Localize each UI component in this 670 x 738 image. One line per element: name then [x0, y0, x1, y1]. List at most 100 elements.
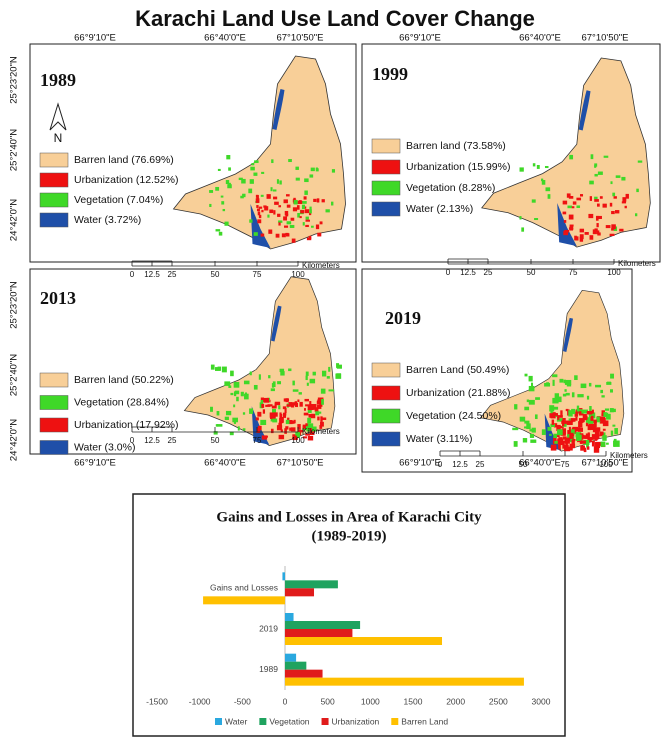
vegetation-patch: [521, 227, 524, 231]
vegetation-patch: [254, 232, 258, 236]
legend-label: Vegetation: [269, 716, 309, 726]
vegetation-patch: [604, 156, 609, 158]
legend-label: Water: [225, 716, 248, 726]
vegetation-patch: [243, 412, 245, 414]
karachi-map: [184, 277, 335, 446]
urban-patch: [569, 196, 573, 199]
urban-patch: [615, 210, 619, 213]
urban-patch: [572, 439, 575, 441]
scale-label: 50: [527, 268, 536, 277]
urban-patch: [572, 206, 575, 208]
bar: [285, 670, 323, 678]
vegetation-patch: [278, 405, 280, 409]
lat-label: 25°2'40"N: [9, 354, 20, 396]
vegetation-patch: [280, 371, 284, 375]
urban-patch: [600, 417, 605, 422]
vegetation-patch: [535, 414, 538, 419]
urban-patch: [580, 237, 583, 242]
vegetation-patch: [217, 424, 223, 427]
urban-patch: [297, 205, 300, 210]
urban-patch: [587, 446, 589, 449]
vegetation-patch: [601, 395, 604, 397]
vegetation-patch: [250, 167, 254, 171]
vegetation-patch: [230, 371, 234, 377]
vegetation-patch: [547, 427, 551, 431]
vegetation-patch: [530, 440, 536, 443]
urban-patch: [305, 225, 309, 227]
legend-label: Urbanization (15.99%): [406, 161, 510, 173]
scale-label: 50: [211, 436, 220, 445]
vegetation-patch: [545, 187, 550, 191]
urban-patch: [603, 204, 607, 208]
bar: [285, 629, 352, 637]
urban-patch: [283, 406, 286, 409]
urban-patch: [286, 398, 289, 402]
urban-patch: [269, 210, 273, 214]
vegetation-patch: [228, 183, 231, 186]
vegetation-patch: [610, 181, 612, 184]
vegetation-patch: [218, 169, 221, 171]
legend-swatch: [372, 160, 400, 174]
urban-patch: [259, 207, 262, 209]
legend-swatch: [40, 396, 68, 410]
urban-patch: [256, 198, 260, 203]
urban-patch: [282, 233, 286, 237]
vegetation-patch: [287, 221, 292, 224]
legend-swatch: [372, 432, 400, 446]
vegetation-patch: [286, 420, 290, 424]
urban-patch: [258, 426, 262, 429]
urban-patch: [569, 227, 573, 229]
urban-patch: [321, 418, 326, 420]
urban-patch: [285, 233, 288, 235]
urban-patch: [287, 205, 291, 208]
map-panel: 2013Barren land (50.22%)Vegetation (28.8…: [40, 277, 342, 455]
lon-label: 66°9'10"E: [74, 33, 116, 44]
urban-patch: [311, 414, 316, 418]
urban-patch: [561, 421, 567, 424]
vegetation-patch: [589, 406, 591, 411]
vegetation-patch: [576, 435, 582, 441]
vegetation-patch: [529, 400, 535, 405]
vegetation-patch: [310, 379, 316, 384]
vegetation-patch: [612, 425, 615, 427]
urban-patch: [313, 199, 316, 202]
urban-patch: [287, 418, 289, 420]
vegetation-patch: [250, 371, 252, 375]
urban-patch: [275, 403, 277, 407]
lon-label: 67°10'50"E: [276, 458, 323, 469]
urban-patch: [576, 198, 581, 201]
vegetation-patch: [571, 409, 575, 414]
vegetation-patch: [595, 385, 601, 388]
urban-patch: [306, 220, 310, 222]
chart-title: Gains and Losses in Area of Karachi City: [216, 509, 482, 525]
urban-patch: [587, 411, 592, 414]
vegetation-patch: [576, 205, 580, 208]
vegetation-patch: [549, 434, 552, 436]
legend-label: Water (3.0%): [74, 441, 135, 453]
legend-swatch: [391, 718, 398, 725]
vegetation-patch: [610, 389, 613, 392]
urban-patch: [568, 438, 570, 441]
vegetation-patch: [210, 407, 213, 412]
vegetation-patch: [598, 172, 603, 175]
scale-label: 100: [599, 460, 613, 469]
urban-patch: [569, 215, 574, 220]
bar: [285, 637, 442, 645]
urban-patch: [594, 199, 599, 202]
vegetation-patch: [211, 365, 215, 370]
vegetation-patch: [541, 179, 543, 182]
urban-patch: [575, 236, 578, 240]
vegetation-patch: [292, 381, 294, 386]
vegetation-patch: [514, 404, 517, 409]
vegetation-patch: [268, 375, 270, 378]
lon-label: 67°10'50"E: [276, 33, 323, 44]
vegetation-patch: [236, 397, 239, 401]
vegetation-patch: [273, 189, 276, 191]
vegetation-patch: [589, 383, 591, 387]
x-tick-label: -1500: [146, 696, 168, 706]
urban-patch: [259, 215, 261, 218]
x-tick-label: 2000: [446, 696, 465, 706]
urban-patch: [277, 214, 280, 217]
vegetation-patch: [228, 167, 231, 170]
urban-patch: [575, 417, 577, 421]
